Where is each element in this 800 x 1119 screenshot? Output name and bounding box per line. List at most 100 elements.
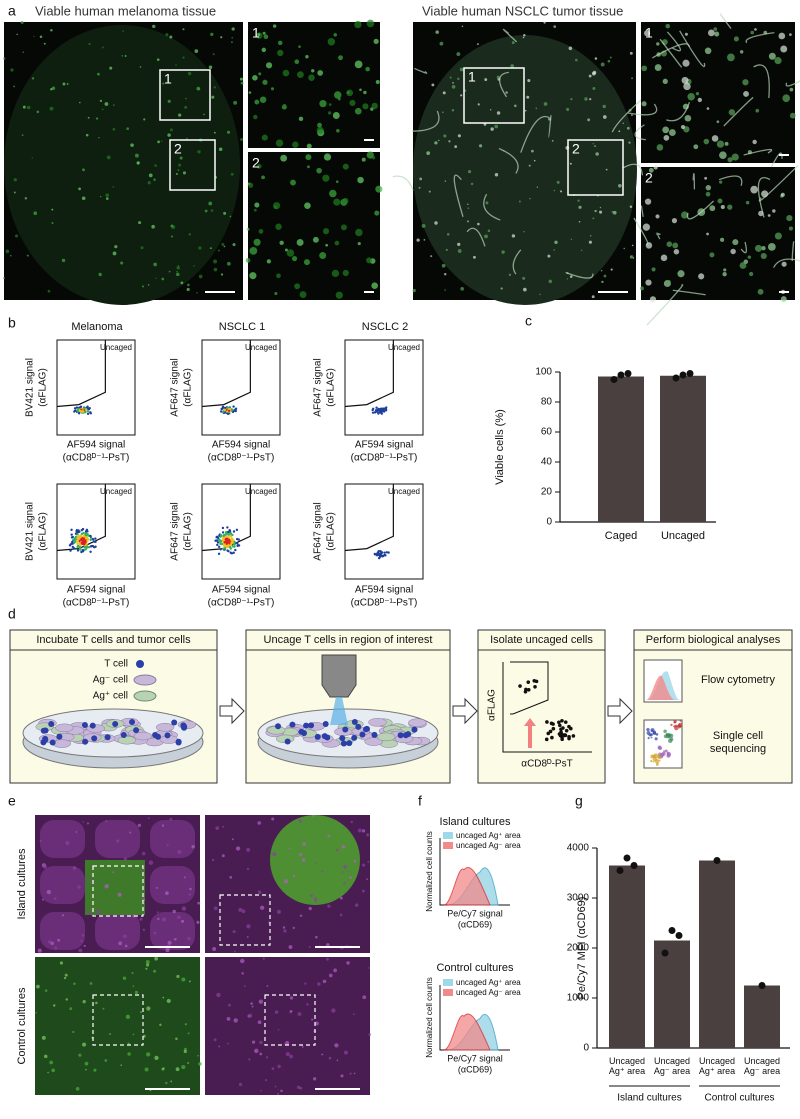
texture-dot xyxy=(146,1006,151,1011)
texture-dot xyxy=(114,245,118,249)
texture-dot xyxy=(650,728,655,733)
texture-dot xyxy=(655,214,660,219)
texture-dot xyxy=(193,265,195,267)
texture-dot xyxy=(50,88,53,91)
texture-dot xyxy=(258,999,264,1004)
vessel xyxy=(483,193,501,221)
texture-dot xyxy=(500,287,503,290)
texture-dot xyxy=(122,976,127,980)
event-dot xyxy=(72,538,76,541)
texture-dot xyxy=(197,150,201,154)
texture-dot xyxy=(713,27,718,31)
t-cell xyxy=(351,719,358,726)
texture-dot xyxy=(2,276,6,279)
vessel xyxy=(666,101,691,122)
texture-dot xyxy=(666,753,671,758)
event-dot xyxy=(223,406,227,410)
texture-dot xyxy=(221,242,225,246)
event-dot xyxy=(226,412,230,416)
texture-dot xyxy=(577,199,580,202)
texture-dot xyxy=(629,51,633,55)
event-dot xyxy=(76,537,80,541)
x-tick-label-box: Uncaged xyxy=(660,530,706,542)
texture-dot xyxy=(733,36,739,42)
texture-dot xyxy=(662,78,668,84)
texture-dot xyxy=(457,242,461,246)
texture-dot xyxy=(186,287,190,292)
y-axis-label: AF647 signal xyxy=(313,358,324,416)
texture-dot xyxy=(218,147,223,152)
texture-dot xyxy=(123,857,128,861)
texture-dot xyxy=(339,896,343,900)
y-tick-label: 60 xyxy=(541,427,553,438)
texture-dot xyxy=(645,279,652,286)
texture-dot xyxy=(631,77,634,80)
t-cell xyxy=(104,734,111,741)
x-tick-label: Caged xyxy=(604,530,638,542)
texture-dot xyxy=(434,141,438,145)
vessel xyxy=(652,43,690,59)
texture-dot xyxy=(548,279,553,284)
texture-dot xyxy=(10,68,14,72)
event-dot xyxy=(383,554,387,557)
texture-dot xyxy=(454,145,458,149)
texture-dot xyxy=(184,1023,188,1026)
texture-dot xyxy=(745,200,750,205)
tumor-cell xyxy=(368,718,387,727)
culture-image xyxy=(35,957,200,1095)
y-axis-label: Pe/Cy7 MFI (αCD69) xyxy=(576,897,588,1000)
texture-dot xyxy=(298,45,301,48)
panel-letter: c xyxy=(525,313,532,329)
texture-dot xyxy=(211,858,215,862)
texture-dot xyxy=(106,155,111,160)
texture-dot xyxy=(39,839,42,843)
event-dot xyxy=(75,529,79,532)
texture-dot xyxy=(166,998,171,1004)
texture-dot xyxy=(426,151,431,156)
texture-dot xyxy=(575,58,578,62)
texture-dot xyxy=(487,229,491,233)
event-dot xyxy=(86,405,89,408)
row-label: Control cultures xyxy=(16,987,28,1065)
texture-dot xyxy=(198,274,203,279)
texture-dot xyxy=(365,66,370,72)
texture-dot xyxy=(333,198,341,206)
x-axis-label: AF594 signal xyxy=(67,585,125,596)
texture-dot xyxy=(280,154,288,162)
texture-dot xyxy=(428,190,431,193)
texture-dot xyxy=(64,973,68,977)
texture-dot xyxy=(156,58,160,61)
x-tick-label: Uncaged xyxy=(660,530,706,542)
texture-dot xyxy=(262,79,268,85)
texture-dot xyxy=(134,990,139,995)
texture-dot xyxy=(611,210,614,214)
texture-dot xyxy=(650,759,653,763)
data-point xyxy=(668,927,676,934)
texture-dot xyxy=(233,1018,238,1023)
texture-dot xyxy=(662,750,666,753)
texture-dot xyxy=(260,1089,263,1092)
texture-dot xyxy=(63,976,67,980)
vessel xyxy=(411,110,440,132)
texture-dot xyxy=(134,153,139,158)
texture-dot xyxy=(132,1033,135,1036)
texture-dot xyxy=(457,77,460,81)
texture-dot xyxy=(81,933,85,937)
event-dot xyxy=(73,409,77,412)
texture-dot xyxy=(449,76,452,79)
texture-dot xyxy=(551,139,554,142)
texture-dot xyxy=(349,1072,352,1075)
texture-dot xyxy=(761,246,766,251)
texture-dot xyxy=(592,143,594,145)
texture-dot xyxy=(124,944,128,948)
texture-dot xyxy=(350,820,354,824)
texture-dot xyxy=(231,838,234,841)
texture-dot xyxy=(703,138,710,145)
y-axis-sublabel: (αFLAG) xyxy=(38,512,49,551)
texture-dot xyxy=(434,221,438,225)
texture-dot xyxy=(241,972,244,975)
texture-dot xyxy=(266,259,271,264)
event-dot xyxy=(223,541,226,544)
texture-dot xyxy=(681,76,689,84)
texture-dot xyxy=(335,180,339,184)
